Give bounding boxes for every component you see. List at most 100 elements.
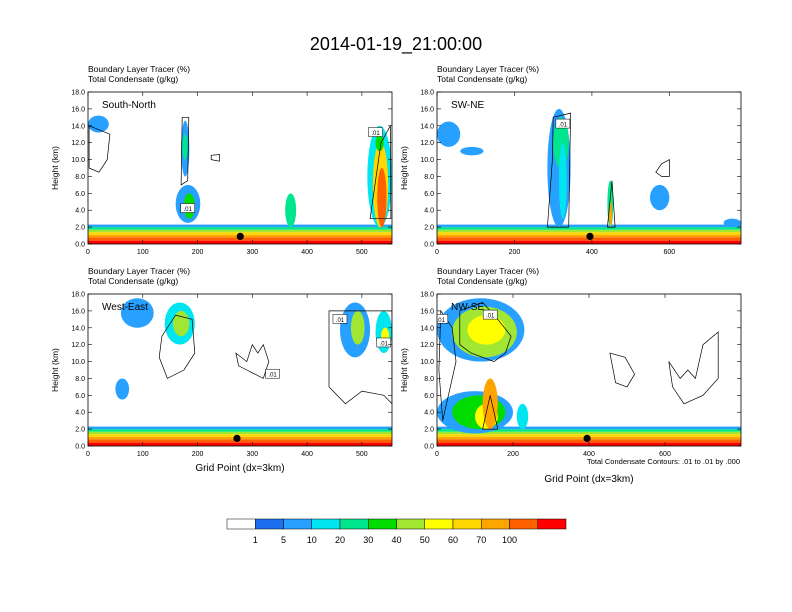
y-tick-label: 2.0	[424, 427, 434, 434]
y-tick-label: 10.0	[71, 157, 85, 164]
tracer-band	[437, 224, 741, 228]
y-tick-label: 18.0	[71, 90, 85, 97]
colorbar-label: 40	[391, 535, 401, 545]
tracer-plume	[120, 298, 154, 328]
contour-label-box	[482, 309, 498, 320]
y-tick-label: 10.0	[420, 157, 434, 164]
condensate-contour	[210, 154, 220, 162]
condensate-contour	[482, 395, 499, 430]
tracer-band	[437, 426, 741, 430]
y-tick-label: 14.0	[71, 325, 85, 332]
plot-area: .01	[437, 108, 741, 244]
y-tick-label: 0.0	[424, 444, 434, 451]
contour-label-box	[265, 368, 280, 379]
panel-2: .01 .01 .01 0.0 2.0 4.0 6.0 8.0 10.0 12.0 14.0 16.0…	[50, 266, 393, 474]
contour-label: .01	[380, 341, 389, 347]
y-tick-label: 10.0	[71, 359, 85, 366]
tracer-plume	[377, 168, 387, 228]
x-tick-label: 0	[86, 451, 90, 458]
y-tick-label: 6.0	[424, 393, 434, 400]
y-axis-label: Height (km)	[50, 348, 60, 392]
contour-label: .01	[268, 373, 277, 379]
colorbar-label: 5	[281, 535, 286, 545]
y-tick-label: 18.0	[420, 292, 434, 299]
station-marker	[586, 232, 594, 240]
x-tick-label: 500	[356, 249, 368, 256]
y-tick-label: 14.0	[420, 123, 434, 130]
plot-frame	[87, 293, 393, 447]
tracer-band	[88, 240, 392, 244]
colorbar-swatch	[452, 518, 482, 530]
panel-subtitle-condensate: Total Condensate (g/kg)	[437, 74, 527, 84]
condensate-contour	[88, 125, 111, 173]
y-tick-label: 16.0	[71, 106, 85, 113]
tracer-plume	[285, 193, 297, 228]
colorbar-label: 50	[420, 535, 430, 545]
tracer-plume	[467, 315, 506, 345]
y-tick-label: 8.0	[424, 376, 434, 383]
figure-title: 2014-01-19_21:00:00	[310, 34, 482, 55]
y-tick-label: 12.0	[420, 342, 434, 349]
contour-label: .01	[184, 207, 193, 213]
y-tick-label: 6.0	[75, 393, 85, 400]
colorbar-swatch	[339, 518, 369, 530]
tracer-plume	[350, 310, 365, 345]
y-tick-label: 8.0	[75, 376, 85, 383]
panel-label: West-East	[102, 302, 148, 313]
tracer-band	[88, 439, 392, 443]
plot-area: .01 .01 .01	[88, 298, 392, 446]
colorbar-swatch	[226, 518, 256, 530]
colorbar-swatch	[481, 518, 510, 530]
tracer-band	[88, 229, 392, 233]
y-tick-label: 12.0	[420, 140, 434, 147]
panel-subtitle-tracer: Boundary Layer Tracer (%)	[437, 266, 539, 276]
y-tick-label: 8.0	[424, 174, 434, 181]
x-tick-label: 200	[509, 249, 521, 256]
colorbar-label: 30	[363, 535, 373, 545]
y-tick-label: 14.0	[71, 123, 85, 130]
contour-label-box	[332, 314, 348, 324]
condensate-contour	[158, 314, 196, 379]
y-axis-label: Height (km)	[399, 348, 409, 392]
condensate-contour	[668, 331, 719, 405]
panel-label: SW-NE	[451, 100, 484, 111]
y-tick-label: 16.0	[420, 308, 434, 315]
y-tick-label: 0.0	[75, 444, 85, 451]
x-tick-label: 600	[664, 249, 676, 256]
plot-frame	[87, 91, 393, 245]
condensate-contour	[328, 310, 392, 405]
y-tick-label: 16.0	[420, 106, 434, 113]
x-tick-label: 400	[301, 249, 313, 256]
panel-subtitle-condensate: Total Condensate (g/kg)	[88, 276, 178, 286]
colorbar-swatch	[509, 518, 538, 530]
contour-label-box	[180, 203, 195, 213]
colorbar-swatch	[537, 518, 567, 530]
colorbar-label: 1	[253, 535, 258, 545]
tracer-plume	[375, 134, 384, 152]
x-tick-label: 600	[659, 451, 671, 458]
y-tick-label: 2.0	[75, 225, 85, 232]
colorbar-label: 100	[502, 535, 517, 545]
x-tick-label: 200	[192, 451, 204, 458]
tracer-plume	[115, 378, 130, 400]
y-tick-label: 0.0	[75, 242, 85, 249]
station-marker	[583, 434, 591, 442]
condensate-contour	[459, 301, 512, 362]
condensate-contour	[235, 343, 270, 379]
colorbar-label: 60	[448, 535, 458, 545]
x-tick-label: 100	[137, 249, 149, 256]
tracer-band	[437, 431, 741, 435]
y-tick-label: 6.0	[75, 191, 85, 198]
y-tick-label: 12.0	[71, 140, 85, 147]
condensate-contour	[180, 116, 190, 186]
contour-footnote: Total Condensate Contours: .01 to .01 by…	[587, 457, 740, 466]
y-tick-label: 4.0	[424, 208, 434, 215]
colorbar-swatch	[311, 518, 341, 530]
x-tick-label: 0	[86, 249, 90, 256]
x-tick-label: 0	[435, 451, 439, 458]
colorbar-swatch	[283, 518, 312, 530]
contour-label: .01	[336, 318, 345, 324]
y-tick-label: 12.0	[71, 342, 85, 349]
y-tick-label: 2.0	[424, 225, 434, 232]
condensate-contour	[607, 180, 616, 228]
